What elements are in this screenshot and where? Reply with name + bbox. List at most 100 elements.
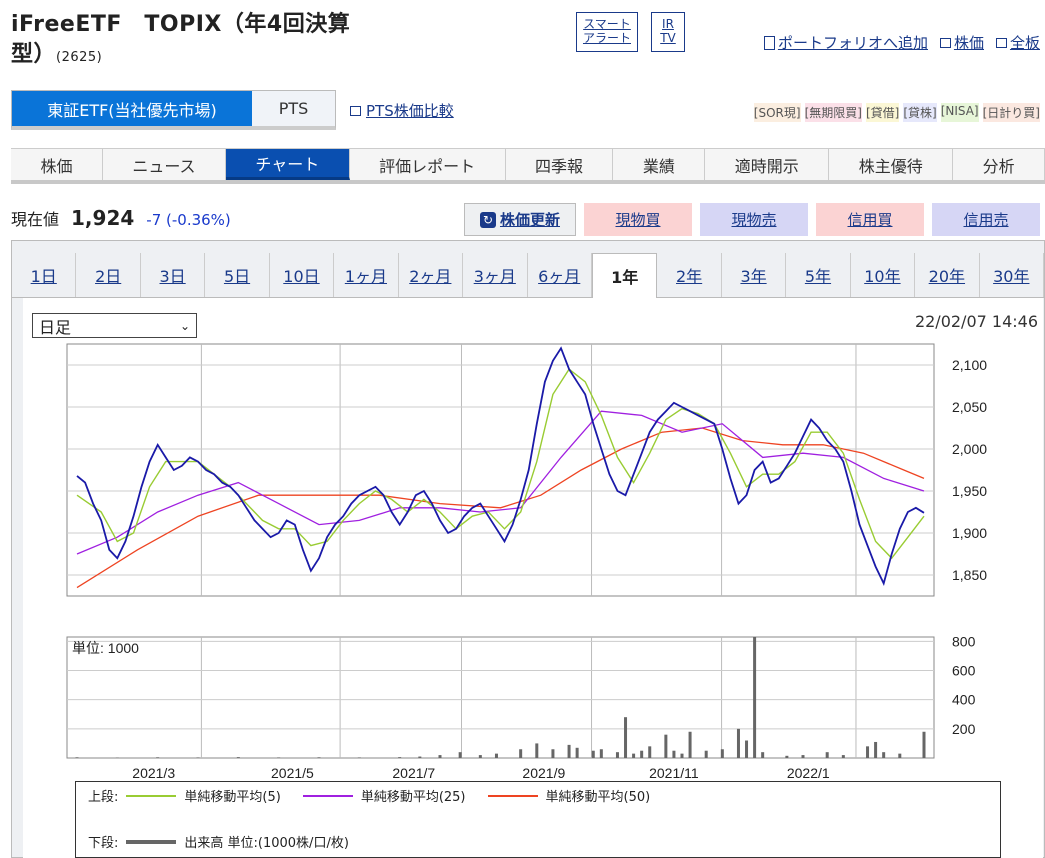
period-tab-0[interactable]: 1日 [12, 253, 77, 297]
tab-6[interactable]: 適時開示 [705, 149, 830, 180]
volume-bar [753, 637, 757, 758]
price-tick-label: 1,850 [952, 567, 987, 583]
period-tab-6[interactable]: 2ヶ月 [399, 253, 464, 297]
period-tab-3[interactable]: 5日 [205, 253, 270, 297]
badge-4: [NISA] [940, 103, 979, 122]
volume-bar [825, 752, 829, 758]
stock-price-link[interactable]: 株価 [939, 32, 984, 53]
full-board-link[interactable]: 全板 [995, 32, 1040, 53]
chart-timestamp: 22/02/07 14:46 [914, 312, 1038, 331]
period-tab-9[interactable]: 1年 [591, 253, 658, 298]
refresh-icon: ↻ [479, 211, 496, 228]
volume-bar [761, 752, 765, 758]
x-tick-label: 2022/1 [787, 765, 830, 781]
period-tab-11[interactable]: 3年 [722, 253, 787, 297]
period-tab-10[interactable]: 2年 [657, 253, 722, 297]
tab-2[interactable]: チャート [225, 149, 350, 180]
interval-select[interactable]: 日足 ⌄ [32, 313, 197, 338]
chart-panel: 1日 2日 3日 5日 10日 1ヶ月 2ヶ月 3ヶ月 6ヶ月 1年 2年 3年 5年 10年 20年 30年… [11, 240, 1045, 858]
period-tab-15[interactable]: 30年 [980, 253, 1044, 297]
window-icon [995, 37, 1007, 48]
period-tab-4[interactable]: 10日 [270, 253, 335, 297]
volume-bar [478, 755, 482, 758]
tab-7[interactable]: 株主優待 [829, 149, 954, 180]
margin-sell-button[interactable]: 信用売 [932, 203, 1040, 236]
badge-0: [SOR現] [753, 103, 801, 122]
volume-bar [785, 755, 789, 758]
margin-buy-button[interactable]: 信用買 [816, 203, 924, 236]
price-tick-label: 1,900 [952, 525, 987, 541]
price-tick-label: 2,100 [952, 357, 987, 373]
pts-compare-link[interactable]: PTS株価比較 [350, 100, 454, 121]
period-tab-13[interactable]: 10年 [851, 253, 916, 297]
price-volume-chart: 2021/3 2021/5 2021/7 2021/9 2021/11 2022/1 1,8… [66, 343, 987, 781]
add-portfolio-link[interactable]: ポートフォリオへ追加 [763, 32, 928, 53]
smart-alert-button[interactable]: スマート アラート [576, 12, 638, 52]
ir-tv-button[interactable]: IR TV [651, 12, 685, 52]
market-tab-tse[interactable]: 東証ETF(当社優先市場) [12, 91, 252, 126]
tab-1[interactable]: ニュース [103, 149, 226, 180]
volume-bar [664, 734, 668, 758]
security-title: iFreeETF TOPIX（年4回決算 型）(2625) [11, 12, 351, 67]
volume-bar [898, 753, 902, 758]
market-tab-pts[interactable]: PTS [252, 91, 335, 126]
tab-3[interactable]: 評価レポート [350, 149, 506, 180]
volume-bar [882, 752, 886, 758]
volume-tick-label: 800 [952, 633, 976, 649]
trade-badges: [SOR現] [無期限買] [貸借] [貸株] [NISA] [日計り買] [753, 103, 1040, 122]
volume-bar [236, 757, 240, 758]
volume-bar [704, 750, 708, 758]
volume-plot-frame [66, 636, 935, 759]
period-tab-2[interactable]: 3日 [141, 253, 206, 297]
badge-3: [貸株] [903, 103, 937, 122]
period-tab-12[interactable]: 5年 [786, 253, 851, 297]
current-price: 現在値 1,924 -7 (-0.36%) [11, 206, 231, 230]
volume-bar [632, 753, 636, 758]
main-tab-bar: 株価 ニュース チャート 評価レポート 四季報 業績 適時開示 株主優待 分析 [11, 148, 1045, 184]
period-tab-7[interactable]: 3ヶ月 [463, 253, 528, 297]
tab-8[interactable]: 分析 [953, 149, 1045, 180]
volume-bar [801, 755, 805, 758]
spot-sell-button[interactable]: 現物売 [700, 203, 808, 236]
volume-bar [75, 757, 79, 758]
volume-bar [720, 749, 724, 758]
x-tick-label: 2021/7 [392, 765, 435, 781]
volume-bar [640, 750, 644, 758]
volume-bar [277, 757, 281, 758]
period-tab-14[interactable]: 20年 [915, 253, 980, 297]
ma5-legend-label: 単純移動平均(5) [184, 790, 281, 805]
period-tab-bar: 1日 2日 3日 5日 10日 1ヶ月 2ヶ月 3ヶ月 6ヶ月 1年 2年 3年 5年 10年 20年 30年 [12, 253, 1044, 298]
ma50-line [76, 427, 925, 589]
period-tab-8[interactable]: 6ヶ月 [528, 253, 592, 297]
period-tab-5[interactable]: 1ヶ月 [334, 253, 399, 297]
ma5-line [76, 368, 925, 560]
refresh-price-button[interactable]: ↻ 株価更新 [464, 203, 576, 236]
volume-bar [624, 717, 628, 758]
volume-bar [575, 747, 579, 758]
ma50-legend-line [487, 794, 538, 797]
ma50-legend-label: 単純移動平均(50) [545, 790, 651, 805]
volume-bar [567, 744, 571, 758]
volume-bar [458, 752, 462, 758]
tab-0[interactable]: 株価 [11, 149, 103, 180]
volume-bar [317, 757, 321, 758]
period-tab-1[interactable]: 2日 [76, 253, 141, 297]
x-tick-label: 2021/3 [132, 765, 175, 781]
volume-bar [648, 746, 652, 758]
tab-4[interactable]: 四季報 [506, 149, 614, 180]
spot-buy-button[interactable]: 現物買 [584, 203, 692, 236]
x-tick-label: 2021/9 [522, 765, 565, 781]
price-change: -7 (-0.36%) [146, 211, 231, 229]
volume-tick-label: 400 [952, 692, 976, 708]
window-icon [350, 105, 361, 116]
ma25-line [76, 410, 925, 555]
volume-bar [591, 750, 595, 758]
volume-bar [866, 746, 870, 758]
ma5-legend-line [126, 794, 177, 797]
volume-bar [519, 749, 523, 758]
x-tick-label: 2021/11 [649, 765, 699, 781]
volume-bar [680, 753, 684, 758]
volume-legend-line [126, 839, 177, 844]
volume-legend-label: 出来高 単位:(1000株/口/枚) [184, 836, 349, 851]
tab-5[interactable]: 業績 [613, 149, 706, 180]
